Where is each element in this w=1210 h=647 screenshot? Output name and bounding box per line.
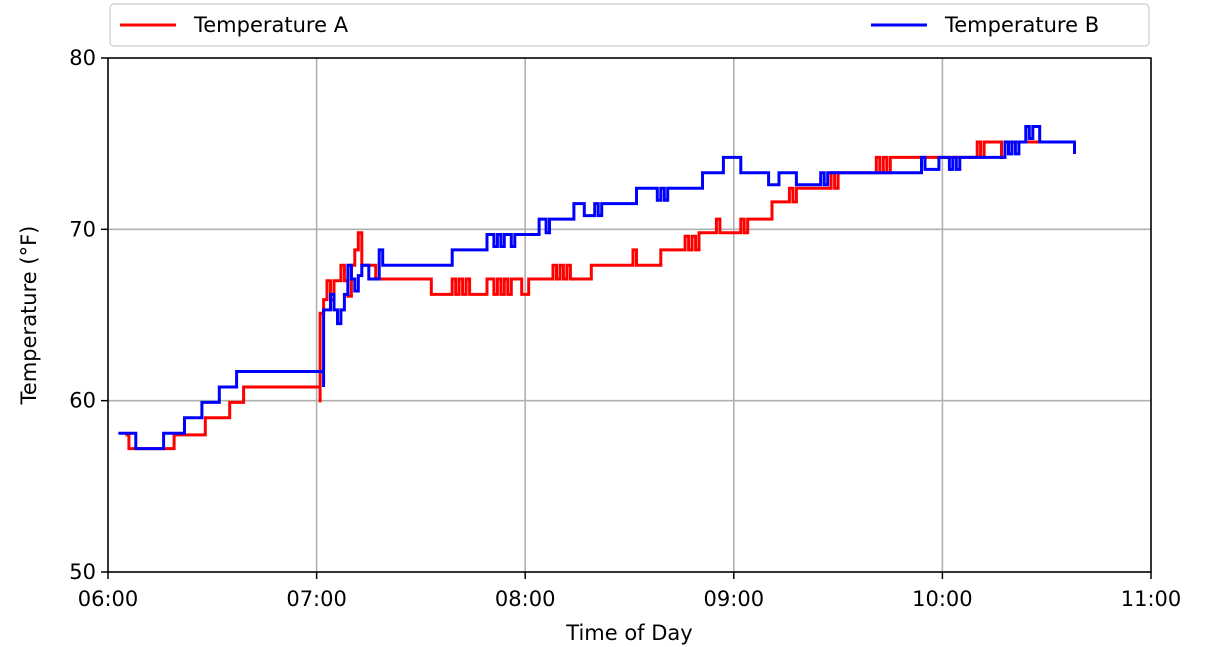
legend: Temperature A Temperature B [109, 3, 1150, 47]
x-axis-ticks: 06:00 07:00 08:00 09:00 10:00 11:00 [78, 572, 1182, 611]
series-layer [118, 125, 1076, 451]
y-axis-title: Temperature (°F) [17, 226, 41, 406]
x-tick-label: 08:00 [495, 587, 556, 611]
y-tick-label: 70 [69, 217, 96, 241]
x-tick-label: 07:00 [286, 587, 347, 611]
y-axis-ticks: 50 60 70 80 [69, 46, 108, 584]
y-tick-label: 50 [69, 560, 96, 584]
x-tick-label: 11:00 [1121, 587, 1182, 611]
y-tick-label: 80 [69, 46, 96, 70]
y-tick-label: 60 [69, 389, 96, 413]
x-tick-label: 10:00 [912, 587, 973, 611]
plot-frame [107, 57, 1152, 573]
x-tick-label: 09:00 [704, 587, 765, 611]
grid-lines [107, 57, 1152, 573]
x-axis-title: Time of Day [565, 621, 692, 645]
x-tick-label: 06:00 [78, 587, 139, 611]
series-line-temperature-a [125, 140, 1076, 451]
legend-label-temperature-b: Temperature B [944, 13, 1099, 37]
legend-label-temperature-a: Temperature A [193, 13, 349, 37]
legend-box [109, 3, 1150, 47]
series-line-temperature-b [118, 125, 1076, 451]
